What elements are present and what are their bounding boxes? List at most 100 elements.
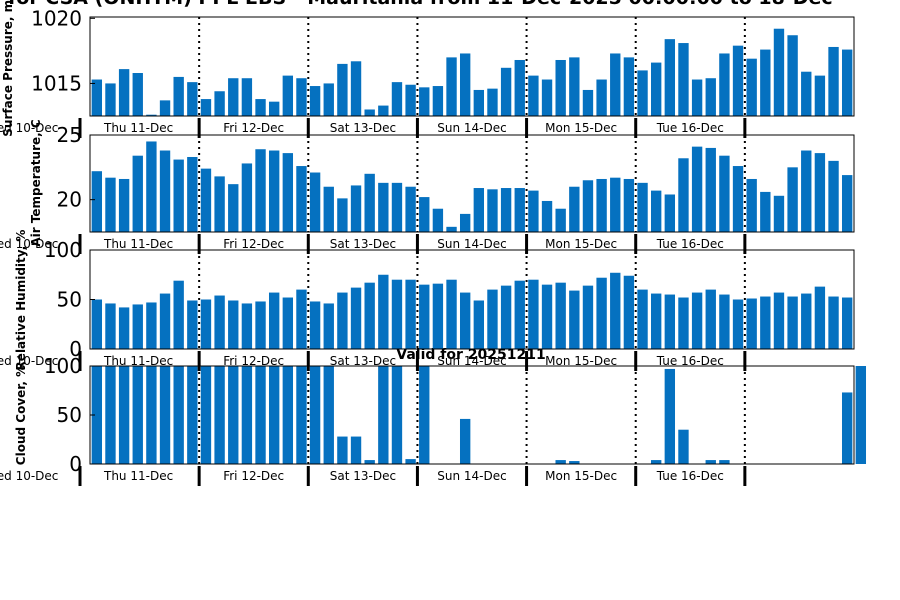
bar (732, 166, 744, 232)
bar (132, 304, 143, 349)
x-day-label: Sun 14-Dec (437, 469, 506, 483)
bar (378, 366, 389, 464)
bar (500, 67, 512, 116)
bar (146, 366, 157, 464)
bar (241, 163, 253, 232)
bar (664, 294, 676, 349)
bar (350, 61, 362, 116)
x-day-label: Mon 15-Dec (545, 354, 617, 368)
bar (610, 272, 621, 349)
bar (582, 89, 594, 116)
bar (91, 79, 103, 116)
bar (282, 366, 294, 464)
x-day-label: Tue 16-Dec (656, 469, 724, 483)
bar (705, 78, 716, 116)
bar (187, 156, 198, 232)
x-day-label: Thu 11-Dec (103, 354, 173, 368)
bar (419, 87, 430, 116)
x-day-label: Sat 13-Dec (330, 237, 396, 251)
bar (146, 141, 157, 232)
y-axis-label: Air Temperature, C (29, 119, 43, 247)
bar (419, 366, 430, 464)
bar (378, 105, 389, 116)
x-day-label: Mon 15-Dec (545, 121, 617, 135)
bar (719, 460, 730, 464)
y-tick-label: 25 (57, 123, 82, 147)
bar (105, 366, 116, 464)
bar (459, 53, 471, 116)
x-day-label: Tue 16-Dec (656, 121, 724, 135)
bar (132, 155, 143, 232)
y-axis-label: Relative Humidity, % (14, 230, 28, 371)
bar (282, 297, 294, 349)
bar (650, 293, 662, 349)
bar (214, 91, 225, 116)
bar (118, 366, 130, 464)
bar (255, 301, 266, 349)
y-tick-label: 1015 (31, 71, 82, 95)
bar (200, 366, 212, 464)
x-day-label: Sun 14-Dec (437, 121, 506, 135)
bar (541, 200, 553, 232)
bar (405, 84, 416, 116)
bar (787, 296, 798, 349)
bar (268, 292, 280, 349)
bar (569, 57, 580, 116)
x-day-label: Fri 12-Dec (223, 237, 284, 251)
bar (623, 275, 635, 349)
x-day-label: Tue 16-Dec (656, 237, 724, 251)
bar (732, 299, 744, 349)
bar (500, 285, 512, 349)
bar (118, 178, 130, 232)
bar (132, 366, 143, 464)
bar (760, 191, 771, 232)
bar (446, 226, 457, 232)
bar (268, 150, 280, 232)
bar (664, 39, 676, 116)
bar (296, 78, 307, 116)
bar (487, 189, 498, 232)
bar (555, 59, 566, 116)
bar (555, 282, 566, 349)
bar (173, 280, 184, 349)
bar (623, 178, 635, 232)
bar (105, 177, 116, 232)
bar (323, 83, 334, 116)
bar (787, 167, 798, 232)
bar (691, 292, 703, 349)
bar (746, 298, 757, 349)
bar (514, 188, 525, 232)
bar (746, 178, 757, 232)
bar (337, 436, 348, 464)
x-day-label: Tue 16-Dec (656, 354, 724, 368)
y-tick-label: 50 (57, 403, 82, 427)
bar (828, 160, 839, 232)
bar (228, 366, 239, 464)
bar (364, 173, 375, 232)
bar (296, 366, 307, 464)
bar (650, 190, 662, 232)
bar (159, 366, 171, 464)
bar (296, 289, 307, 349)
bar (841, 392, 853, 464)
bar (432, 86, 444, 116)
x-start-label: Wed 10-Dec (0, 354, 58, 368)
x-day-label: Sat 13-Dec (330, 354, 396, 368)
bar (732, 45, 744, 116)
bar (801, 293, 812, 349)
bar (459, 213, 471, 232)
bar (500, 188, 512, 232)
bar (801, 150, 812, 232)
bar (569, 186, 580, 232)
bar (214, 176, 225, 232)
bar (841, 297, 853, 349)
bar (650, 62, 662, 116)
bar (473, 300, 485, 349)
bar (569, 290, 580, 349)
bar (596, 178, 607, 232)
bar (828, 46, 839, 116)
bar (255, 99, 266, 116)
bar (541, 79, 553, 116)
